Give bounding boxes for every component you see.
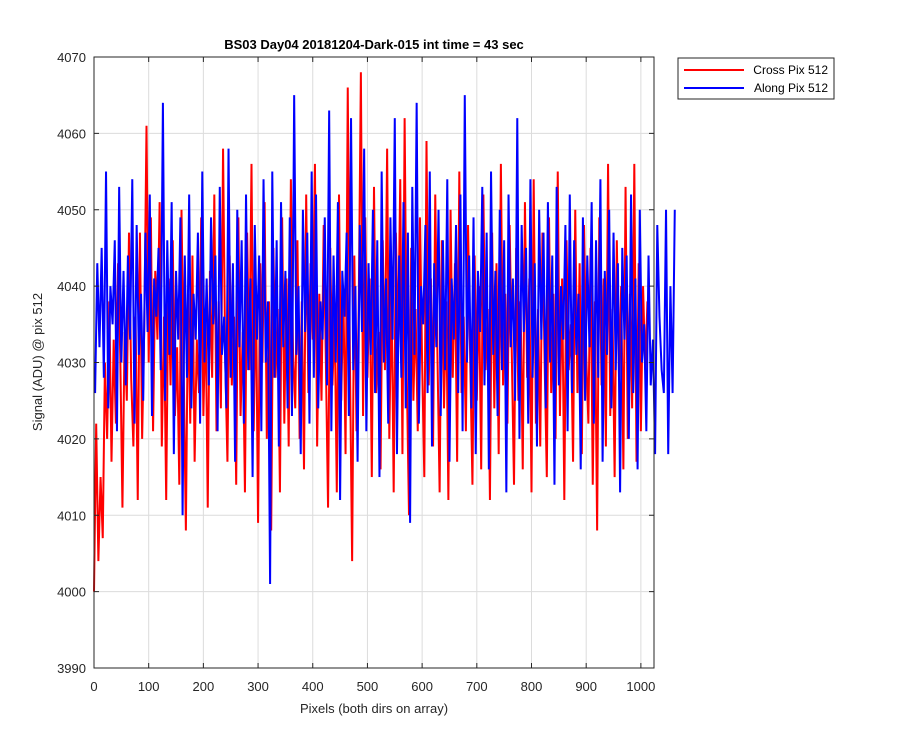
x-tick-label: 800 xyxy=(521,679,543,694)
x-tick-label: 400 xyxy=(302,679,324,694)
y-axis-label: Signal (ADU) @ pix 512 xyxy=(30,293,45,431)
y-tick-label: 4050 xyxy=(57,203,86,218)
legend-label-cross: Cross Pix 512 xyxy=(753,63,828,77)
series-line-along-pix-512 xyxy=(94,95,676,584)
x-tick-label: 900 xyxy=(575,679,597,694)
y-tick-label: 4010 xyxy=(57,508,86,523)
x-tick-label: 200 xyxy=(193,679,215,694)
y-tick-label: 4070 xyxy=(57,50,86,65)
y-tick-label: 4000 xyxy=(57,585,86,600)
series-layer xyxy=(93,72,676,592)
x-tick-label: 100 xyxy=(138,679,160,694)
x-tick-label: 300 xyxy=(247,679,269,694)
y-tick-label: 3990 xyxy=(57,661,86,676)
chart-title: BS03 Day04 20181204-Dark-015 int time = … xyxy=(224,37,524,52)
axis-ticks: 0 100 200 300 400 500 600 700 800 900 1000 3990 4000… xyxy=(57,50,655,694)
y-tick-label: 4040 xyxy=(57,279,86,294)
x-axis-label: Pixels (both dirs on array) xyxy=(300,701,448,716)
y-tick-label: 4030 xyxy=(57,356,86,371)
x-tick-label: 700 xyxy=(466,679,488,694)
y-tick-label: 4060 xyxy=(57,126,86,141)
x-tick-label: 0 xyxy=(90,679,97,694)
x-tick-label: 500 xyxy=(357,679,379,694)
legend: Cross Pix 512 Along Pix 512 xyxy=(677,57,835,100)
x-tick-label: 600 xyxy=(411,679,433,694)
legend-box xyxy=(677,57,835,100)
legend-label-along: Along Pix 512 xyxy=(754,81,828,95)
x-tick-label: 1000 xyxy=(626,679,655,694)
y-tick-label: 4020 xyxy=(57,432,86,447)
